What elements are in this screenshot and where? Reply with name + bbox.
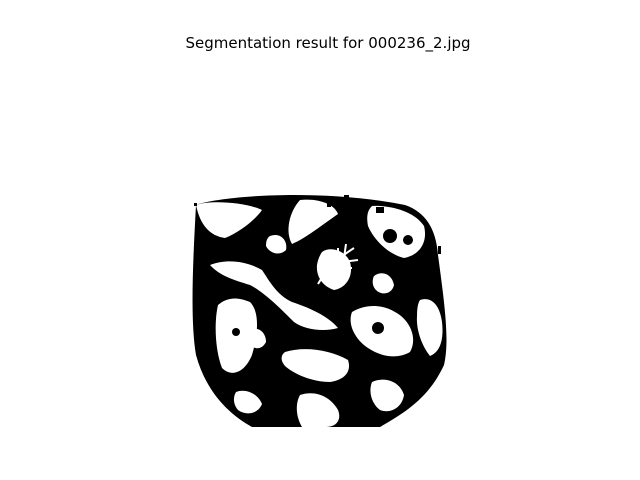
feather-detail bbox=[317, 243, 359, 285]
mask-region bbox=[192, 195, 447, 427]
edge-speckles bbox=[194, 195, 441, 254]
figure-title: Segmentation result for 000236_2.jpg bbox=[185, 34, 471, 52]
